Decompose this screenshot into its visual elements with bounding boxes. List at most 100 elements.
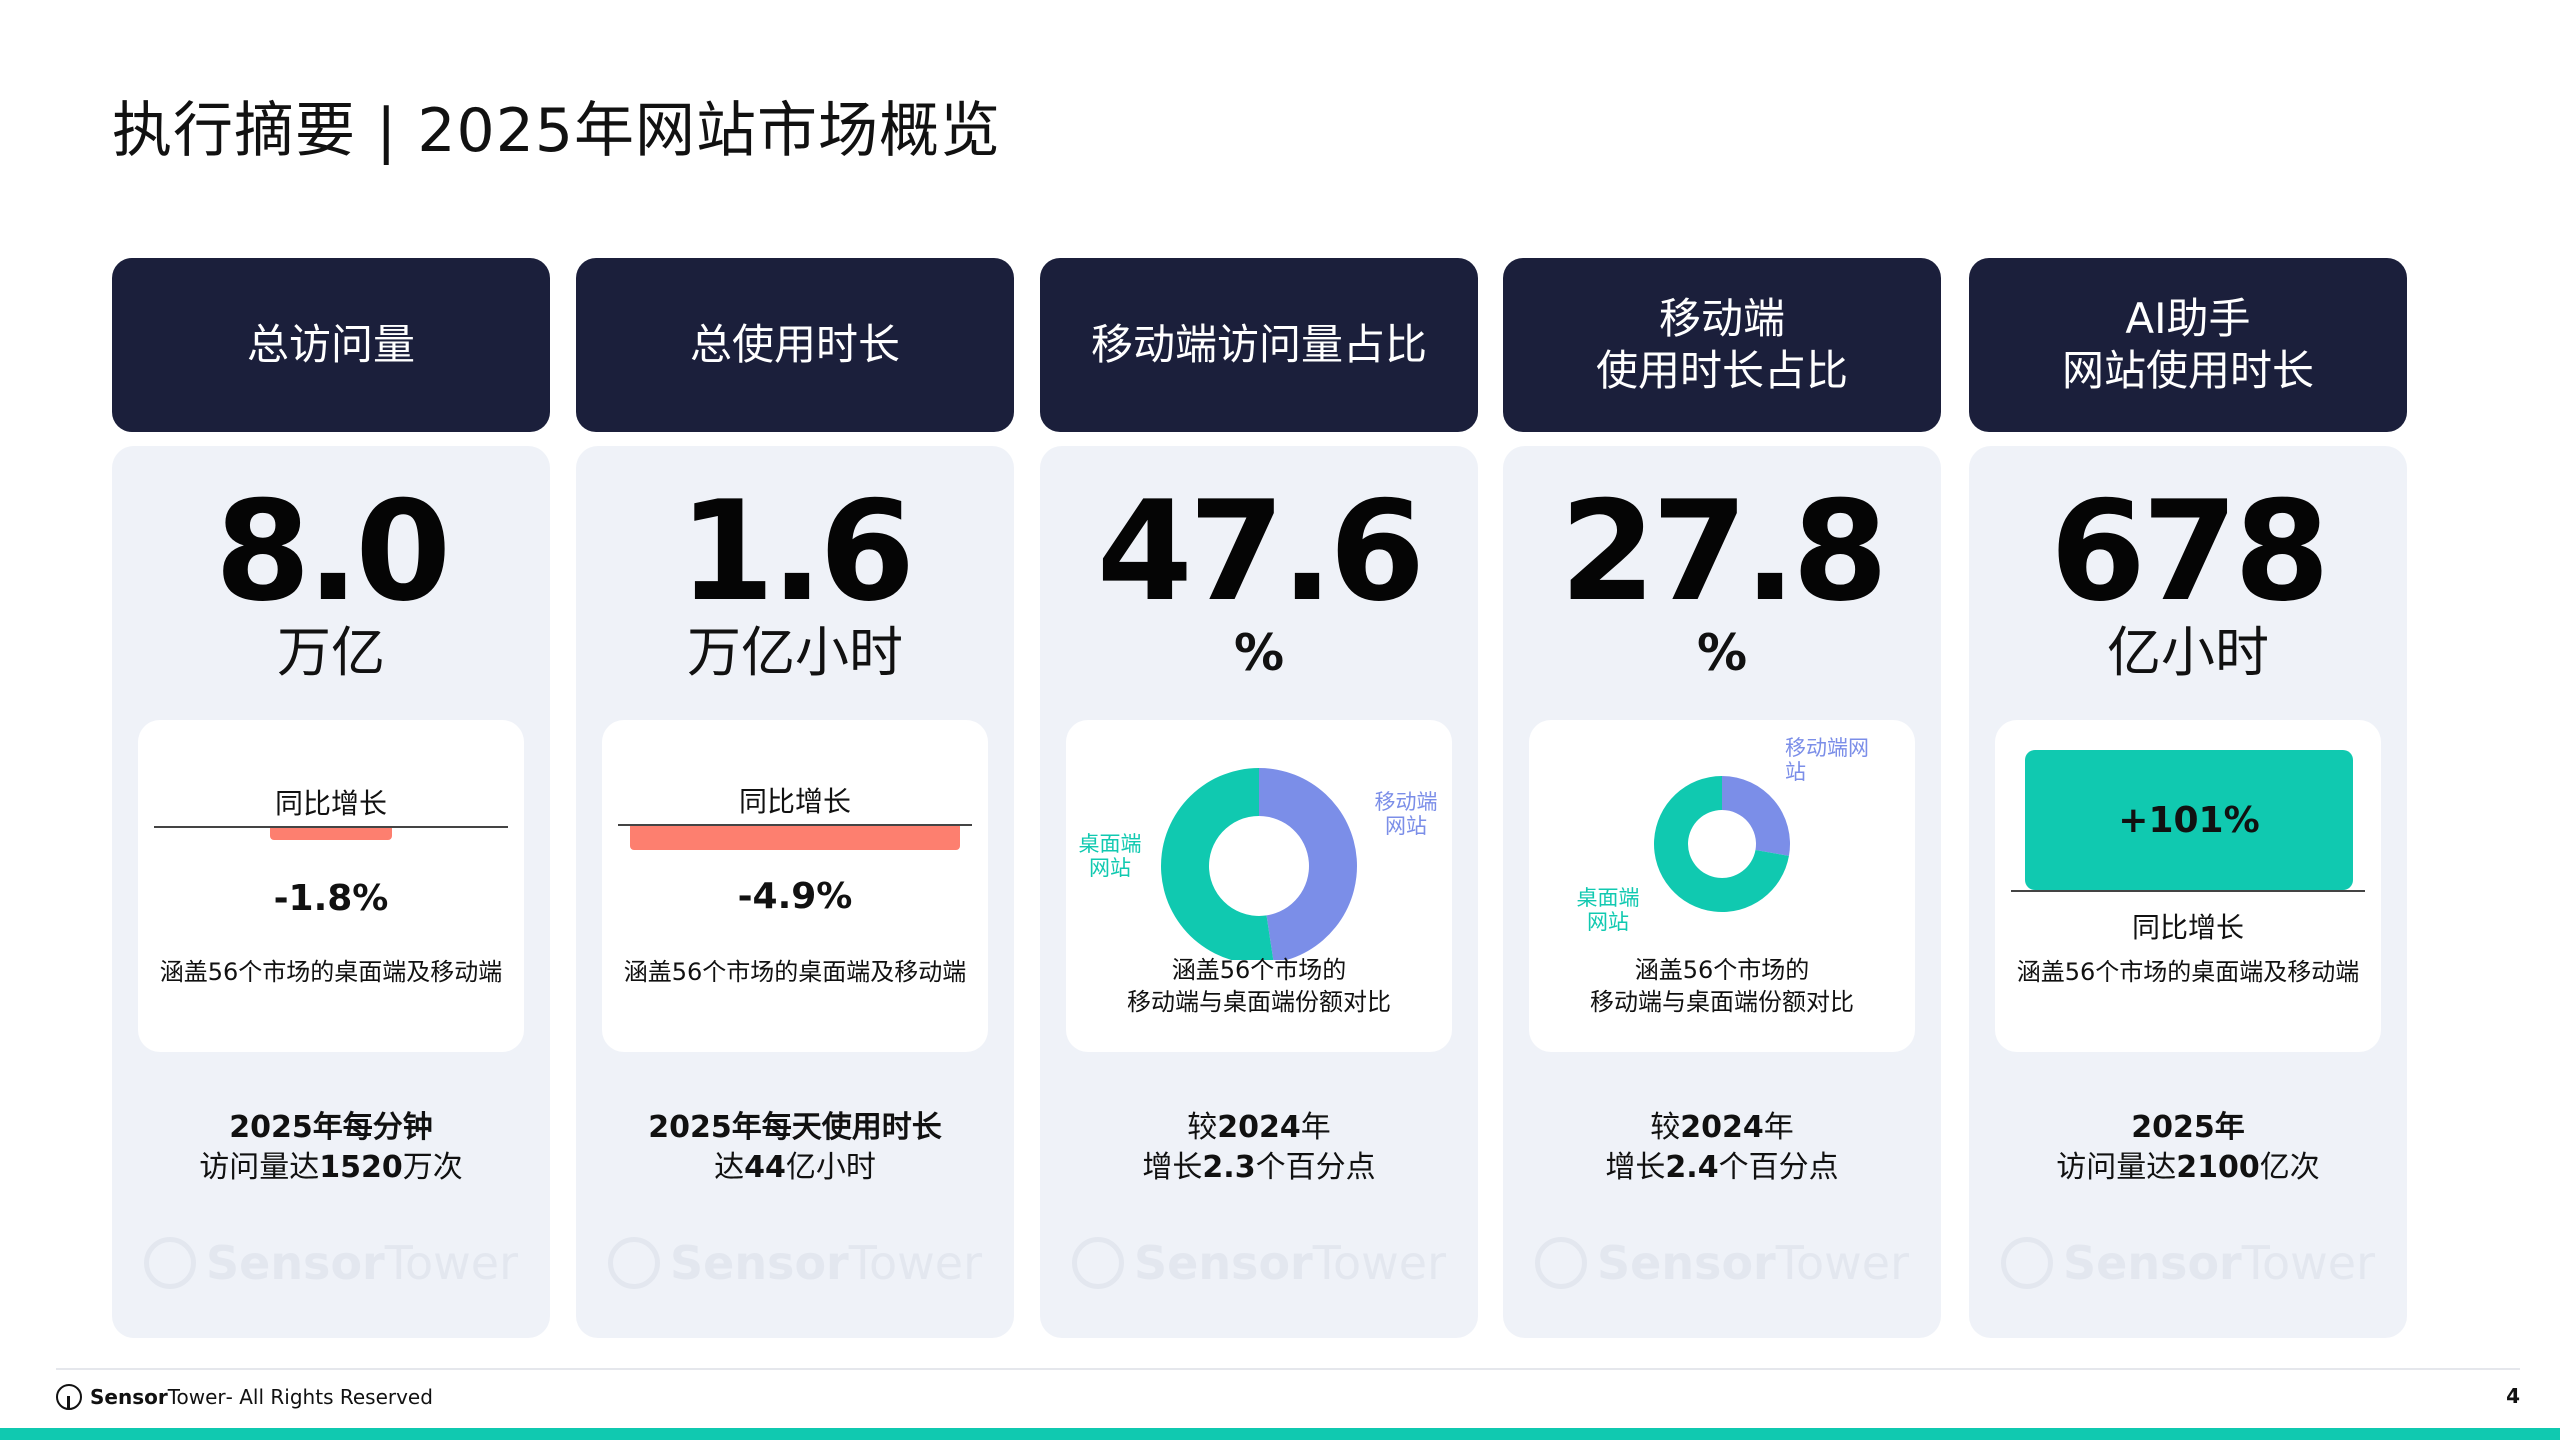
- summary-number: 2100: [2176, 1150, 2260, 1185]
- donut-slice-mobile: [1259, 768, 1357, 960]
- baseline: [2011, 890, 2365, 892]
- summary-number: 2.3: [1202, 1150, 1256, 1185]
- baseline: [618, 824, 972, 826]
- yoy-label: 同比增长: [274, 787, 387, 820]
- metric-value: 1.6: [678, 471, 915, 632]
- summary-text: 个百分点: [1255, 1150, 1376, 1185]
- summary-line: 2025年每天使用时长: [648, 1110, 942, 1145]
- baseline: [154, 826, 508, 828]
- metric-value: 8.0: [214, 471, 451, 632]
- coverage-note-line: 移动端与桌面端份额对比: [1590, 988, 1854, 1016]
- yoy-label: 同比增长: [738, 785, 851, 818]
- watermark-logo: SensorTower: [1040, 1236, 1478, 1293]
- metric-unit: 万亿: [277, 621, 385, 684]
- negative-change-bar: [630, 826, 960, 850]
- watermark-brand-light: Tower: [2241, 1236, 2375, 1290]
- yoy-percent: -1.8%: [273, 878, 389, 919]
- summary-number: 1520: [319, 1150, 403, 1185]
- summary-text: 亿小时: [785, 1150, 876, 1185]
- card-mobile-time-share: 27.8 % 移动端网站 桌面端网站 涵盖56个市场的 移动端与桌面端份额对比 …: [1503, 446, 1941, 1338]
- donut-slice-mobile: [1722, 776, 1790, 856]
- summary-number: 2024: [1217, 1110, 1301, 1145]
- watermark-logo: SensorTower: [1969, 1236, 2407, 1293]
- card-summary: 2025年每天使用时长 达44亿小时: [576, 1108, 1014, 1188]
- footer-copyright: Sensor Tower - All Rights Reserved: [56, 1384, 433, 1410]
- card-summary: 2025年每分钟 访问量达1520万次: [112, 1108, 550, 1188]
- summary-number: 44: [744, 1150, 786, 1185]
- footer-rights: - All Rights Reserved: [225, 1385, 433, 1409]
- card-header-label: 总访问量: [246, 320, 415, 369]
- donut-label-mobile: 移动端网站: [1785, 736, 1869, 784]
- donut-slice-desktop: [1654, 776, 1789, 912]
- summary-text: 亿次: [2259, 1150, 2320, 1185]
- coverage-note: 涵盖56个市场的桌面端及移动端: [159, 958, 503, 986]
- summary-text: 年: [1300, 1110, 1331, 1145]
- card-header-label: AI助手: [2125, 294, 2251, 343]
- watermark-brand-light: Tower: [1775, 1236, 1909, 1290]
- summary-line: 2025年: [2131, 1110, 2245, 1145]
- yoy-label: 同比增长: [2131, 911, 2244, 944]
- card-ai-assistant-time: 678 亿小时 +101% 同比增长 涵盖56个市场的桌面端及移动端 2025年…: [1969, 446, 2407, 1338]
- positive-change-bar: +101%: [2025, 750, 2353, 890]
- card-summary: 较2024年 增长2.4个百分点: [1503, 1108, 1941, 1188]
- card-summary: 2025年 访问量达2100亿次: [1969, 1108, 2407, 1188]
- summary-text: 年: [1763, 1110, 1794, 1145]
- card-header-label: 移动端: [1658, 294, 1785, 343]
- coverage-note: 涵盖56个市场的 移动端与桌面端份额对比: [1066, 954, 1452, 1018]
- summary-number: 2024: [1680, 1110, 1764, 1145]
- watermark-brand-bold: Sensor: [669, 1236, 849, 1290]
- donut-label-desktop: 桌面端网站: [1078, 832, 1142, 880]
- donut-label-mobile: 移动端网站: [1374, 790, 1438, 838]
- brand-stripe: [0, 1428, 2560, 1440]
- card-header-label: 使用时长占比: [1595, 346, 1848, 395]
- summary-text: 增长: [1142, 1150, 1203, 1185]
- sensortower-logo-icon: [56, 1384, 82, 1410]
- yoy-percent: +101%: [2118, 799, 2260, 841]
- donut-chart: [1654, 776, 1790, 912]
- donut-panel: 移动端网站 桌面端网站 涵盖56个市场的 移动端与桌面端份额对比: [1066, 720, 1452, 1052]
- donut-panel: 移动端网站 桌面端网站 涵盖56个市场的 移动端与桌面端份额对比: [1529, 720, 1915, 1052]
- watermark-logo: SensorTower: [112, 1236, 550, 1293]
- watermark-brand-light: Tower: [384, 1236, 518, 1290]
- card-total-time: 1.6 万亿小时 同比增长 -4.9% 涵盖56个市场的桌面端及移动端 2025…: [576, 446, 1014, 1338]
- summary-line: 2025年每分钟: [229, 1110, 433, 1145]
- metric-unit: 万亿小时: [687, 621, 903, 684]
- card-summary: 较2024年 增长2.3个百分点: [1040, 1108, 1478, 1188]
- coverage-note: 涵盖56个市场的桌面端及移动端: [623, 958, 967, 986]
- summary-text: 访问量达: [199, 1150, 320, 1185]
- summary-text: 个百分点: [1718, 1150, 1839, 1185]
- summary-text: 达: [714, 1150, 745, 1185]
- summary-number: 2.4: [1665, 1150, 1719, 1185]
- summary-text: 较: [1650, 1110, 1681, 1145]
- coverage-note-line: 移动端与桌面端份额对比: [1127, 988, 1391, 1016]
- card-total-visits: 8.0 万亿 同比增长 -1.8% 涵盖56个市场的桌面端及移动端 2025年每…: [112, 446, 550, 1338]
- coverage-note: 涵盖56个市场的桌面端及移动端: [2016, 958, 2360, 986]
- coverage-note-line: 涵盖56个市场的: [1171, 956, 1347, 984]
- metric-value: 27.8: [1559, 471, 1889, 632]
- footer-brand-bold: Sensor: [90, 1385, 168, 1409]
- metric-unit: 亿小时: [2107, 621, 2269, 684]
- watermark-brand-light: Tower: [1312, 1236, 1446, 1290]
- card-header-total-visits: 总访问量: [112, 258, 550, 432]
- summary-text: 访问量达: [2056, 1150, 2177, 1185]
- watermark-logo: SensorTower: [1503, 1236, 1941, 1293]
- sensortower-logo-icon: [143, 1236, 196, 1289]
- summary-text: 较: [1187, 1110, 1218, 1145]
- coverage-note: 涵盖56个市场的 移动端与桌面端份额对比: [1529, 954, 1915, 1018]
- coverage-note-line: 涵盖56个市场的: [1634, 956, 1810, 984]
- summary-text: 万次: [402, 1150, 463, 1185]
- sensortower-logo-icon: [1534, 1236, 1587, 1289]
- footer-brand-light: Tower: [167, 1385, 226, 1409]
- card-mobile-visit-share: 47.6 % 移动端网站 桌面端网站 涵盖56个市场的 移动端与桌面端份额对比 …: [1040, 446, 1478, 1338]
- card-header-label: 网站使用时长: [2061, 346, 2314, 395]
- card-header-label: 移动端访问量占比: [1090, 320, 1427, 369]
- watermark-logo: SensorTower: [576, 1236, 1014, 1293]
- page-title: 执行摘要 | 2025年网站市场概览: [112, 96, 1002, 166]
- yoy-percent: -4.9%: [737, 876, 853, 917]
- card-header-mobile-time-share: 移动端 使用时长占比: [1503, 258, 1941, 432]
- negative-change-bar: [269, 828, 393, 840]
- card-header-label: 总使用时长: [689, 320, 900, 369]
- sensortower-logo-icon: [2000, 1236, 2053, 1289]
- footer-divider: [56, 1368, 2520, 1370]
- donut-slice-desktop: [1161, 768, 1274, 960]
